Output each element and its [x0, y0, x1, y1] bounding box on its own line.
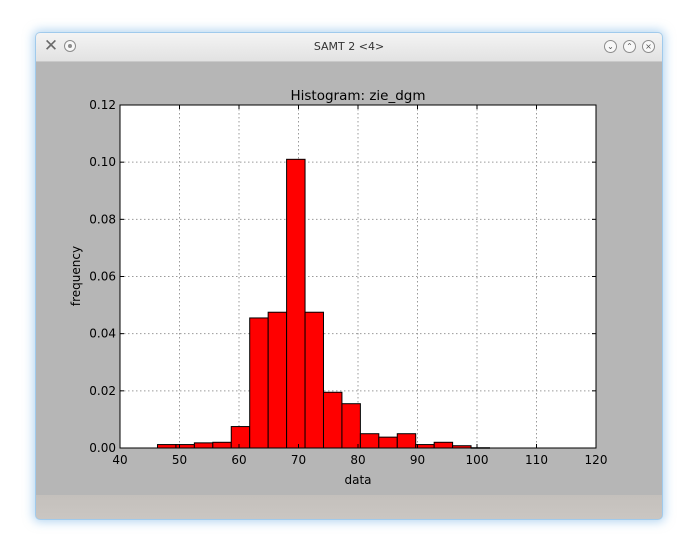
status-strip — [36, 495, 662, 519]
chart-title: Histogram: zie_dgm — [290, 88, 425, 104]
y-tick-label: 0.02 — [89, 384, 116, 398]
title-bar[interactable]: ✕ SAMT 2 <4> ⌄ ⌃ × — [36, 33, 662, 62]
tools-icon[interactable]: ✕ — [43, 36, 59, 56]
grid — [120, 105, 596, 448]
histogram-bar — [175, 444, 195, 449]
x-tick-label: 60 — [231, 453, 246, 467]
histogram-bar — [193, 442, 214, 449]
app-window: ✕ SAMT 2 <4> ⌄ ⌃ × 40 50 60 70 80 90 100 110 120… — [36, 33, 662, 519]
histogram-bar — [249, 317, 269, 449]
histogram-bar — [359, 433, 380, 449]
histogram-bar — [433, 441, 454, 449]
x-tick-label: 50 — [172, 453, 187, 467]
histogram-bar — [378, 436, 398, 449]
histogram-bar — [267, 311, 288, 449]
x-axis-label: data — [344, 473, 371, 487]
ticks: 40 50 60 70 80 90 100 110 120 0.00 0.02 0.04 0.06 0.0… — [89, 98, 607, 467]
y-tick-label: 0.04 — [89, 327, 116, 341]
histogram-bar — [322, 391, 343, 449]
histogram-bar — [286, 158, 306, 449]
y-axis-label: frequency — [69, 246, 83, 306]
y-tick-label: 0.08 — [89, 212, 116, 226]
window-title: SAMT 2 <4> — [313, 40, 385, 53]
y-tick-label: 0.12 — [89, 98, 116, 112]
histogram-chart: 40 50 60 70 80 90 100 110 120 0.00 0.02 0.04 0.06 0.0… — [69, 88, 607, 487]
histogram-bar — [415, 444, 435, 449]
histogram-bar — [304, 311, 324, 449]
close-icon[interactable]: × — [642, 40, 655, 53]
x-tick-label: 90 — [410, 453, 425, 467]
histogram-bar — [396, 433, 417, 449]
histogram-bar — [156, 444, 177, 449]
minimize-icon[interactable]: ⌄ — [604, 40, 617, 53]
y-tick-label: 0.10 — [89, 155, 116, 169]
histogram-bar — [230, 426, 251, 449]
x-tick-label: 120 — [585, 453, 608, 467]
x-tick-label: 80 — [350, 453, 365, 467]
pin-icon[interactable] — [64, 40, 76, 52]
histogram-bar — [212, 441, 232, 449]
y-tick-label: 0.00 — [89, 441, 116, 455]
x-tick-label: 100 — [466, 453, 489, 467]
x-tick-label: 110 — [525, 453, 548, 467]
x-tick-label: 70 — [291, 453, 306, 467]
histogram-bar — [341, 403, 361, 449]
maximize-icon[interactable]: ⌃ — [623, 40, 636, 53]
x-tick-label: 40 — [112, 453, 127, 467]
y-tick-label: 0.06 — [89, 270, 116, 284]
bars — [156, 158, 490, 449]
